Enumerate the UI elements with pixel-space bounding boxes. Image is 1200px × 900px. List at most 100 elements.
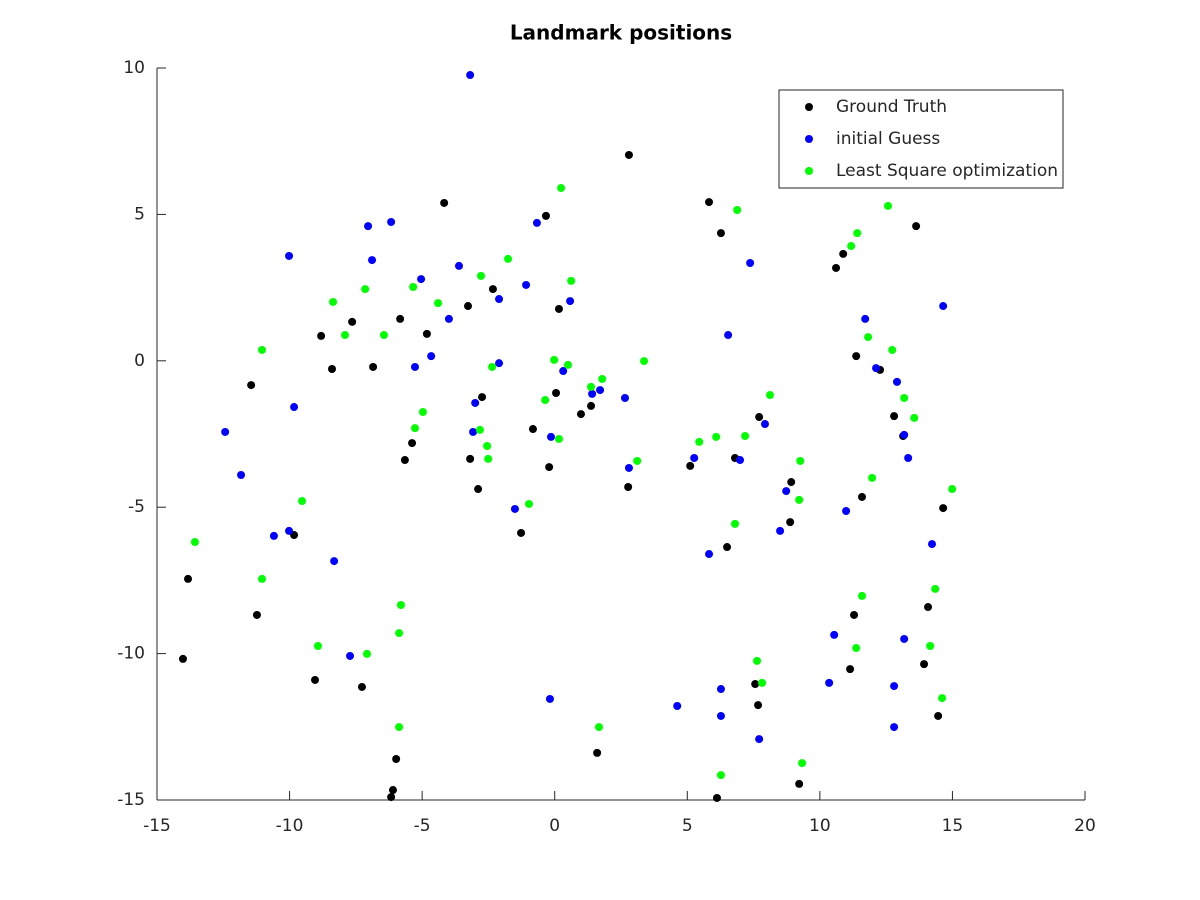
point xyxy=(900,393,909,402)
point xyxy=(588,389,597,398)
point xyxy=(593,748,602,757)
point xyxy=(464,302,473,311)
point xyxy=(754,701,763,710)
point xyxy=(524,499,533,508)
point xyxy=(705,550,714,559)
point xyxy=(547,432,556,441)
point xyxy=(931,584,940,593)
point xyxy=(939,302,948,311)
point xyxy=(532,218,541,227)
point xyxy=(362,649,371,658)
point xyxy=(379,331,388,340)
point xyxy=(559,367,568,376)
point xyxy=(596,386,605,395)
point xyxy=(594,723,603,732)
point xyxy=(444,314,453,323)
point xyxy=(746,259,755,268)
point xyxy=(340,331,349,340)
point xyxy=(858,591,867,600)
point xyxy=(368,256,377,265)
legend-box xyxy=(778,89,1064,189)
point xyxy=(920,660,929,669)
point xyxy=(934,711,943,720)
point xyxy=(830,630,839,639)
x-tick-label: 10 xyxy=(809,816,831,836)
x-tick-label: 20 xyxy=(1074,816,1096,836)
point xyxy=(852,644,861,653)
point xyxy=(313,641,322,650)
point xyxy=(488,285,497,294)
point xyxy=(624,150,633,159)
point xyxy=(504,254,513,263)
point xyxy=(392,755,401,764)
point xyxy=(888,345,897,354)
point xyxy=(410,424,419,433)
point xyxy=(400,456,409,465)
point xyxy=(690,454,699,463)
point xyxy=(576,410,585,419)
point xyxy=(924,603,933,612)
legend-label: initial Guess xyxy=(836,129,940,149)
x-tick-label: 5 xyxy=(682,816,693,836)
point xyxy=(285,251,294,260)
point xyxy=(369,362,378,371)
point xyxy=(733,206,742,215)
point xyxy=(912,222,921,231)
point xyxy=(868,473,877,482)
point xyxy=(522,280,531,289)
point xyxy=(178,654,187,663)
point xyxy=(861,314,870,323)
point xyxy=(620,393,629,402)
point xyxy=(928,540,937,549)
point xyxy=(247,381,256,390)
point xyxy=(290,403,299,412)
point xyxy=(567,276,576,285)
point xyxy=(723,543,732,552)
y-tick-label: -5 xyxy=(128,497,145,517)
legend-marker xyxy=(805,135,813,143)
legend-marker xyxy=(805,167,813,175)
y-tick-label: 5 xyxy=(134,204,145,224)
point xyxy=(890,723,899,732)
point xyxy=(786,518,795,527)
point xyxy=(495,359,504,368)
point xyxy=(864,333,873,342)
point xyxy=(712,432,721,441)
point xyxy=(317,331,326,340)
point xyxy=(422,329,431,338)
point xyxy=(541,211,550,220)
point xyxy=(427,352,436,361)
point xyxy=(686,461,695,470)
point xyxy=(938,694,947,703)
point xyxy=(890,682,899,691)
point xyxy=(926,641,935,650)
point xyxy=(766,391,775,400)
x-tick-label: -10 xyxy=(276,816,304,836)
point xyxy=(483,442,492,451)
point xyxy=(329,297,338,306)
point xyxy=(904,454,913,463)
x-tick-label: -5 xyxy=(414,816,431,836)
point xyxy=(624,463,633,472)
point xyxy=(311,675,320,684)
point xyxy=(795,495,804,504)
point xyxy=(587,382,596,391)
point xyxy=(910,413,919,422)
point xyxy=(466,454,475,463)
x-tick-label: -15 xyxy=(143,816,171,836)
point xyxy=(900,430,909,439)
point xyxy=(395,723,404,732)
point xyxy=(545,694,554,703)
point xyxy=(939,504,948,513)
point xyxy=(776,526,785,535)
point xyxy=(409,283,418,292)
point xyxy=(454,261,463,270)
point xyxy=(510,504,519,513)
point xyxy=(221,427,230,436)
point xyxy=(478,393,487,402)
point xyxy=(298,497,307,506)
y-tick-label: -15 xyxy=(117,790,145,810)
point xyxy=(736,456,745,465)
y-tick-label: 0 xyxy=(134,351,145,371)
